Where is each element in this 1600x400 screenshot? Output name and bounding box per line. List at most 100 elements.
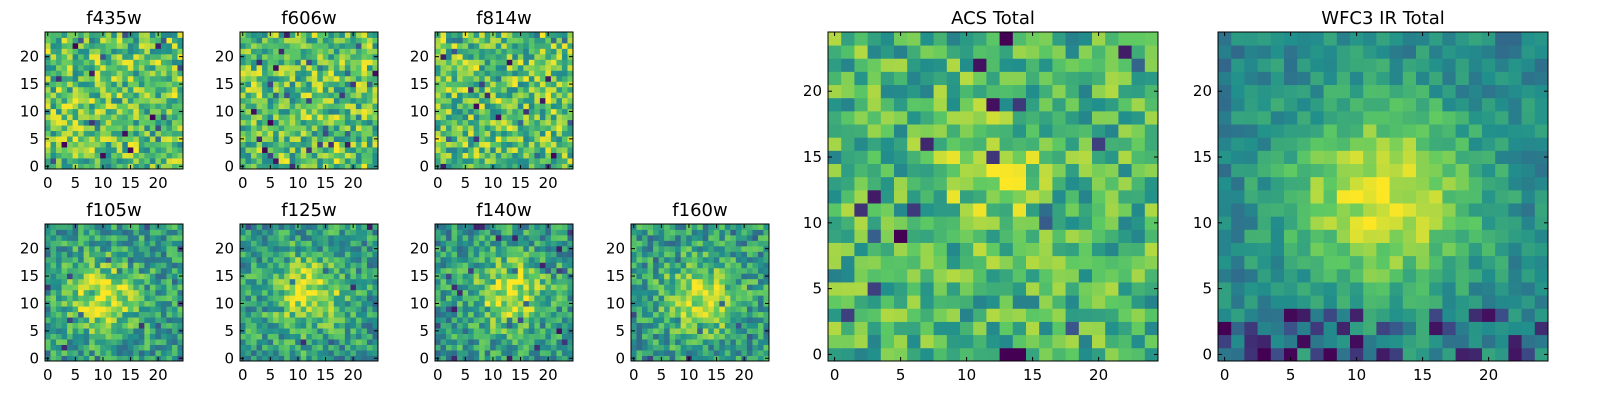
heatmap-cell: [155, 240, 162, 247]
heatmap-cell: [556, 295, 563, 302]
heatmap-cell: [262, 37, 268, 44]
heatmap-cell: [517, 251, 524, 258]
heatmap-cell: [116, 355, 123, 362]
heatmap-cell: [344, 229, 351, 236]
heatmap-cell: [539, 147, 546, 153]
heatmap-cell: [719, 355, 726, 362]
heatmap-cell: [100, 278, 107, 285]
heatmap-cell: [67, 339, 73, 345]
heatmap-cell: [501, 245, 508, 252]
heatmap-cell: [111, 300, 118, 307]
heatmap-cell: [300, 240, 307, 247]
heatmap-cell: [83, 267, 90, 274]
heatmap-cell: [245, 42, 252, 49]
heatmap-cell: [56, 311, 62, 318]
heatmap-cell: [490, 86, 497, 93]
heatmap-cell: [653, 350, 659, 356]
heatmap-cell: [675, 289, 682, 296]
heatmap-cell: [144, 240, 151, 247]
heatmap-cell: [697, 322, 704, 329]
heatmap-cell: [160, 152, 167, 159]
heatmap-cell: [160, 125, 167, 132]
heatmap-cell: [138, 92, 145, 99]
heatmap-cell: [56, 262, 62, 269]
heatmap-cell: [920, 176, 934, 191]
heatmap-cell: [506, 141, 513, 148]
heatmap-cell: [171, 333, 178, 340]
heatmap-cell: [267, 317, 274, 324]
heatmap-cell: [300, 97, 307, 104]
heatmap-cell: [372, 152, 379, 159]
heatmap-cell: [556, 152, 563, 159]
heatmap-cell: [468, 136, 475, 142]
heatmap-cell: [561, 262, 568, 269]
heatmap-cell: [322, 59, 329, 66]
heatmap-cell: [105, 86, 112, 93]
heatmap-cell: [138, 152, 145, 159]
heatmap-cell: [262, 125, 268, 132]
heatmap-cell: [702, 306, 709, 313]
heatmap-cell: [457, 37, 463, 44]
heatmap-cell: [355, 273, 362, 280]
heatmap-cell: [295, 262, 302, 269]
heatmap-cell: [144, 119, 151, 126]
heatmap-cell: [83, 64, 90, 71]
y-tick-label: 20: [215, 48, 234, 66]
heatmap-cell: [686, 295, 693, 302]
heatmap-cell: [177, 97, 184, 104]
heatmap-cell: [702, 350, 709, 356]
heatmap-cell: [350, 114, 357, 121]
heatmap-cell: [534, 355, 541, 362]
heatmap-cell: [171, 240, 178, 247]
heatmap-cell: [355, 240, 362, 247]
heatmap-cell: [854, 229, 868, 243]
heatmap-cell: [501, 240, 508, 247]
heatmap-cell: [1012, 189, 1027, 204]
heatmap-cell: [256, 295, 263, 302]
heatmap-cell: [534, 141, 541, 148]
heatmap-cell: [160, 70, 167, 77]
heatmap-cell: [333, 125, 340, 132]
heatmap-cell: [155, 245, 162, 252]
heatmap-cell: [171, 317, 178, 324]
f435w-cells: [45, 32, 184, 170]
heatmap-cell: [658, 267, 665, 274]
heatmap-cell: [451, 48, 458, 55]
heatmap-cell: [166, 234, 173, 241]
heatmap-cell: [122, 125, 129, 132]
heatmap-cell: [561, 245, 568, 252]
heatmap-cell: [517, 86, 524, 93]
heatmap-cell: [289, 306, 296, 313]
heatmap-cell: [501, 251, 508, 258]
heatmap-cell: [468, 224, 475, 230]
heatmap-cell: [999, 229, 1014, 243]
heatmap-cell: [160, 251, 167, 258]
heatmap-cell: [311, 136, 318, 142]
heatmap-cell: [479, 267, 486, 274]
heatmap-cell: [501, 114, 508, 121]
heatmap-cell: [490, 119, 497, 126]
heatmap-cell: [256, 86, 263, 93]
heatmap-cell: [746, 278, 753, 285]
heatmap-cell: [56, 350, 62, 356]
heatmap-cell: [245, 251, 252, 258]
heatmap-cell: [177, 114, 184, 121]
heatmap-cell: [171, 152, 178, 159]
heatmap-cell: [528, 119, 535, 126]
heatmap-cell: [144, 86, 151, 93]
heatmap-cell: [284, 163, 291, 170]
heatmap-cell: [567, 262, 574, 269]
heatmap-cell: [534, 350, 541, 356]
heatmap-cell: [311, 37, 318, 44]
heatmap-cell: [457, 251, 463, 258]
heatmap-cell: [339, 273, 346, 280]
heatmap-cell: [127, 152, 134, 159]
heatmap-cell: [495, 284, 502, 291]
heatmap-cell: [111, 86, 118, 93]
heatmap-cell: [680, 234, 687, 241]
heatmap-cell: [517, 300, 524, 307]
heatmap-cell: [56, 81, 62, 88]
heatmap-cell: [344, 64, 351, 71]
heatmap-cell: [534, 273, 541, 280]
heatmap-cell: [545, 48, 552, 55]
